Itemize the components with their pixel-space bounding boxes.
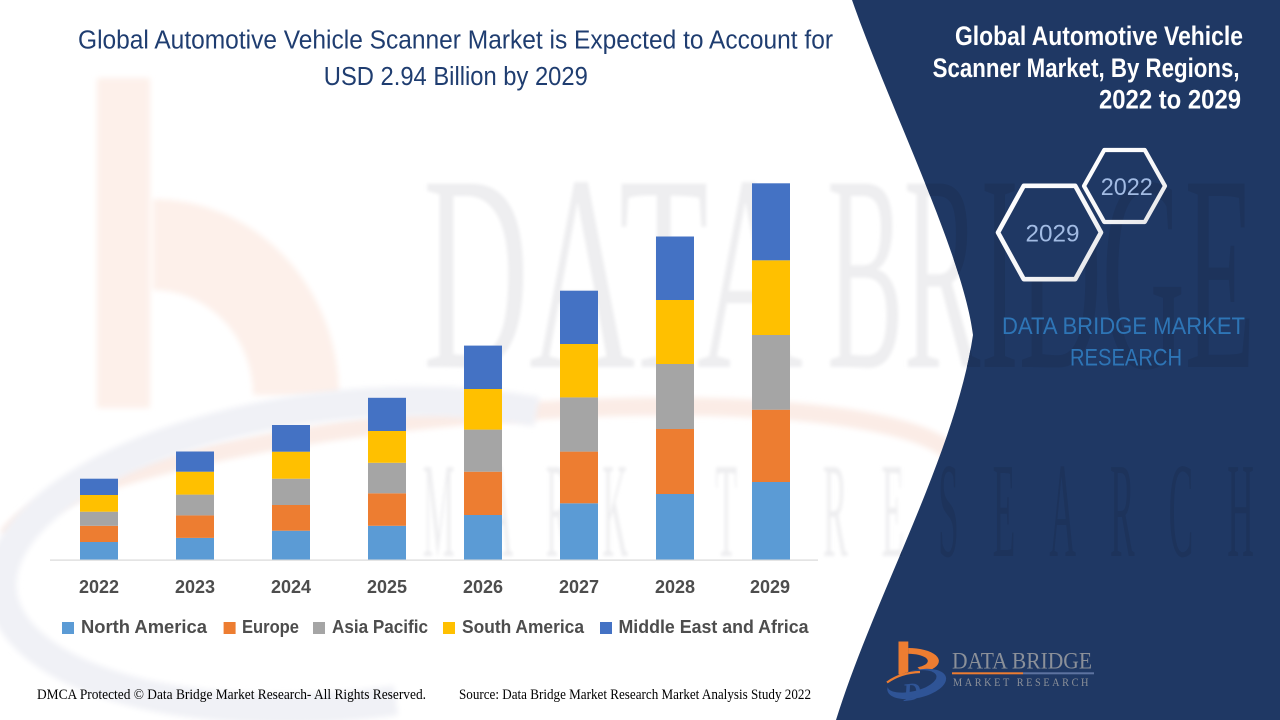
svg-text:South America: South America	[462, 617, 585, 637]
svg-text:Middle East and Africa: Middle East and Africa	[619, 617, 810, 637]
svg-text:Europe: Europe	[242, 617, 299, 637]
svg-text:2027: 2027	[559, 577, 599, 597]
svg-text:2024: 2024	[271, 577, 311, 597]
svg-text:2028: 2028	[655, 577, 695, 597]
svg-text:2029: 2029	[1026, 220, 1080, 247]
svg-text:USD 2.94 Billion by 2029: USD 2.94 Billion by 2029	[324, 63, 588, 91]
svg-text:2029: 2029	[750, 577, 790, 597]
svg-text:2022: 2022	[79, 577, 119, 597]
svg-text:D: D	[900, 678, 922, 707]
svg-text:DATA BRIDGE MARKET: DATA BRIDGE MARKET	[1002, 313, 1245, 340]
svg-text:Source: Data Bridge Market Res: Source: Data Bridge Market Research Mark…	[459, 687, 811, 703]
svg-text:MARKET RESEARCH: MARKET RESEARCH	[953, 675, 1091, 689]
svg-text:North America: North America	[81, 617, 208, 637]
svg-text:2022: 2022	[1101, 174, 1153, 201]
svg-text:Asia Pacific: Asia Pacific	[332, 617, 428, 637]
svg-text:2025: 2025	[367, 577, 407, 597]
svg-text:RESEARCH: RESEARCH	[1070, 345, 1182, 372]
svg-text:DATA BRIDGE: DATA BRIDGE	[952, 649, 1092, 674]
svg-text:DMCA Protected © Data Bridge M: DMCA Protected © Data Bridge Market Rese…	[37, 687, 426, 703]
svg-text:2023: 2023	[175, 577, 215, 597]
svg-text:2026: 2026	[463, 577, 503, 597]
svg-text:Global Automotive Vehicle Scan: Global Automotive Vehicle Scanner Market…	[78, 27, 833, 55]
svg-text:2022 to 2029: 2022 to 2029	[1099, 85, 1241, 115]
svg-text:Global Automotive Vehicle: Global Automotive Vehicle	[955, 21, 1243, 51]
svg-text:Scanner Market, By Regions,: Scanner Market, By Regions,	[933, 53, 1240, 83]
